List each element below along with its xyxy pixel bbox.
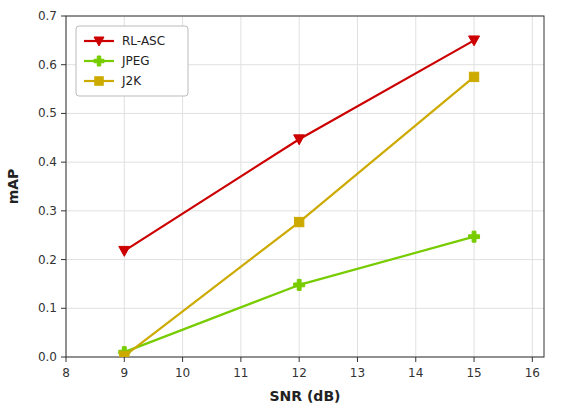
grid-line-y — [66, 162, 544, 163]
series — [120, 72, 479, 357]
plot-frame — [66, 16, 544, 357]
legend-box — [76, 26, 188, 96]
grid-line-x — [240, 16, 241, 357]
tick-x — [124, 357, 125, 362]
line — [124, 77, 474, 356]
tick-label-x: 15 — [466, 366, 481, 380]
tick-y — [61, 210, 66, 211]
point — [469, 72, 478, 81]
grid-line-y — [66, 210, 544, 211]
tick-label-y: 0.1 — [38, 301, 57, 315]
tick-label-y: 0.3 — [38, 204, 57, 218]
point — [119, 246, 130, 256]
point — [294, 279, 305, 290]
series — [119, 231, 480, 357]
grid-line-y — [66, 259, 544, 260]
tick-label-y: 0.7 — [38, 9, 57, 23]
grid-line-y — [66, 308, 544, 309]
tick-y — [61, 16, 66, 17]
tick-y — [61, 162, 66, 163]
tick-label-y: 0.6 — [38, 58, 57, 72]
legend-label: RL-ASC — [122, 34, 165, 48]
grid-line-x — [532, 16, 533, 357]
tick-y — [61, 357, 66, 358]
grid-line-y — [66, 113, 544, 114]
tick-label-x: 13 — [350, 366, 365, 380]
tick-label-x: 11 — [233, 366, 248, 380]
tick-y — [61, 259, 66, 260]
grid — [66, 16, 544, 357]
tick-x — [240, 357, 241, 362]
y-axis-label: mAP — [5, 169, 21, 205]
point — [120, 351, 129, 357]
tick-label-y: 0.5 — [38, 106, 57, 120]
grid-line-x — [474, 16, 475, 357]
tick-x — [182, 357, 183, 362]
tick-y — [61, 308, 66, 309]
tick-x — [474, 357, 475, 362]
tick-x — [299, 357, 300, 362]
tick-label-x: 12 — [292, 366, 307, 380]
tick-x — [66, 357, 67, 362]
tick-label-x: 8 — [62, 366, 70, 380]
tick-x — [415, 357, 416, 362]
legend-label: J2K — [121, 74, 142, 88]
tick-label-x: 14 — [408, 366, 423, 380]
background — [0, 0, 562, 413]
grid-line-x — [357, 16, 358, 357]
legend-label: JPEG — [121, 54, 150, 68]
point — [469, 231, 480, 242]
tick-x — [357, 357, 358, 362]
legend-marker — [94, 37, 104, 46]
axes: 8 9 10 11 12 13 14 15 16 0.0 0.1 0.2 0.3 0.4 0.5 0.6 0.7 — [38, 9, 544, 380]
tick-label-x: 16 — [525, 366, 540, 380]
point — [294, 217, 303, 226]
grid-line-x — [415, 16, 416, 357]
legend: RL-ASC JPEG J2K — [76, 26, 188, 96]
tick-label-y: 0.0 — [38, 350, 57, 364]
x-axis-label: SNR (dB) — [270, 388, 341, 404]
grid-line-x — [299, 16, 300, 357]
point — [469, 36, 480, 46]
tick-x — [532, 357, 533, 362]
tick-label-x: 9 — [120, 366, 128, 380]
line — [124, 237, 474, 352]
tick-label-y: 0.2 — [38, 253, 57, 267]
tick-label-x: 10 — [175, 366, 190, 380]
chart: 8 9 10 11 12 13 14 15 16 0.0 0.1 0.2 0.3 0.4 0.5 0.6 0.7… — [0, 0, 562, 413]
legend-marker — [95, 77, 104, 86]
point — [294, 135, 305, 145]
tick-label-y: 0.4 — [38, 155, 57, 169]
legend-marker — [94, 56, 104, 66]
tick-y — [61, 113, 66, 114]
tick-y — [61, 64, 66, 65]
